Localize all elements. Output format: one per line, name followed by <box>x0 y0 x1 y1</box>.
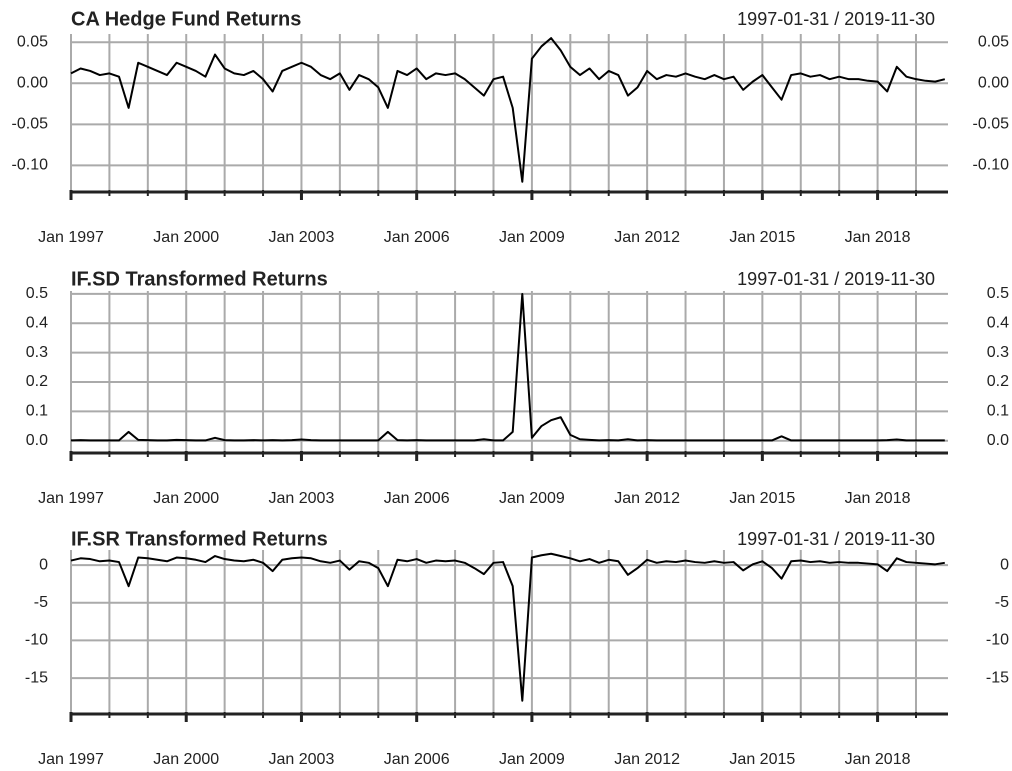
series-line <box>70 292 945 442</box>
x-tick-label: Jan 2018 <box>845 751 911 768</box>
y-tick-label: 0 <box>39 556 48 573</box>
y2-tick-label: -15 <box>986 669 1009 686</box>
y2-tick-label: 0.2 <box>987 373 1009 390</box>
y-tick-label: -10 <box>25 632 48 649</box>
y-tick-label: -0.10 <box>12 157 49 174</box>
x-tick-label: Jan 1997 <box>38 751 104 768</box>
y-tick-label: 0.0 <box>26 432 48 449</box>
chart-title: CA Hedge Fund Returns <box>71 8 301 30</box>
x-tick-label: Jan 2012 <box>614 751 680 768</box>
x-tick-label: Jan 2000 <box>153 751 219 768</box>
chart-title: IF.SR Transformed Returns <box>71 528 328 550</box>
y2-tick-label: -10 <box>986 632 1009 649</box>
y-tick-label: -0.05 <box>12 116 49 133</box>
y2-tick-label: 0.5 <box>987 285 1009 302</box>
y-tick-label: -5 <box>34 594 48 611</box>
x-tick-label: Jan 2003 <box>269 751 335 768</box>
x-tick-label: Jan 2003 <box>269 229 335 246</box>
y-tick-label: 0.4 <box>26 315 48 332</box>
y2-tick-label: 0.4 <box>987 315 1009 332</box>
y-tick-label: 0.3 <box>26 344 48 361</box>
x-tick-label: Jan 2006 <box>384 229 450 246</box>
x-tick-label: Jan 2012 <box>614 229 680 246</box>
x-tick-label: Jan 2006 <box>384 490 450 507</box>
series-line <box>70 552 945 702</box>
chart-title: IF.SD Transformed Returns <box>71 268 328 290</box>
y2-tick-label: 0.05 <box>978 33 1009 50</box>
y-tick-label: 0.00 <box>17 74 48 91</box>
y2-tick-label: 0.0 <box>987 432 1009 449</box>
x-tick-label: Jan 2015 <box>729 229 795 246</box>
x-tick-label: Jan 2009 <box>499 490 565 507</box>
x-tick-label: Jan 1997 <box>38 490 104 507</box>
y2-tick-label: 0.00 <box>978 74 1009 91</box>
y-tick-label: 0.5 <box>26 285 48 302</box>
x-tick-label: Jan 2009 <box>499 751 565 768</box>
x-tick-label: Jan 2015 <box>729 490 795 507</box>
x-tick-label: Jan 2006 <box>384 751 450 768</box>
x-tick-label: Jan 2018 <box>845 490 911 507</box>
series-line <box>70 37 946 183</box>
y-tick-label: 0.1 <box>26 403 48 420</box>
y2-tick-label: 0.1 <box>987 403 1009 420</box>
x-tick-label: Jan 1997 <box>38 229 104 246</box>
x-tick-label: Jan 2000 <box>153 490 219 507</box>
y2-tick-label: -5 <box>995 594 1009 611</box>
x-tick-label: Jan 2012 <box>614 490 680 507</box>
x-tick-label: Jan 2009 <box>499 229 565 246</box>
x-tick-label: Jan 2018 <box>845 229 911 246</box>
y2-tick-label: -0.10 <box>973 157 1010 174</box>
date-range: 1997-01-31 / 2019-11-30 <box>737 9 935 29</box>
x-tick-label: Jan 2000 <box>153 229 219 246</box>
y-tick-label: -15 <box>25 669 48 686</box>
y-tick-label: 0.05 <box>17 33 48 50</box>
date-range: 1997-01-31 / 2019-11-30 <box>737 529 935 549</box>
x-tick-label: Jan 2003 <box>269 490 335 507</box>
y2-tick-label: -0.05 <box>973 116 1010 133</box>
date-range: 1997-01-31 / 2019-11-30 <box>737 269 935 289</box>
y2-tick-label: 0 <box>1000 556 1009 573</box>
y-tick-label: 0.2 <box>26 373 48 390</box>
y2-tick-label: 0.3 <box>987 344 1009 361</box>
x-tick-label: Jan 2015 <box>729 751 795 768</box>
